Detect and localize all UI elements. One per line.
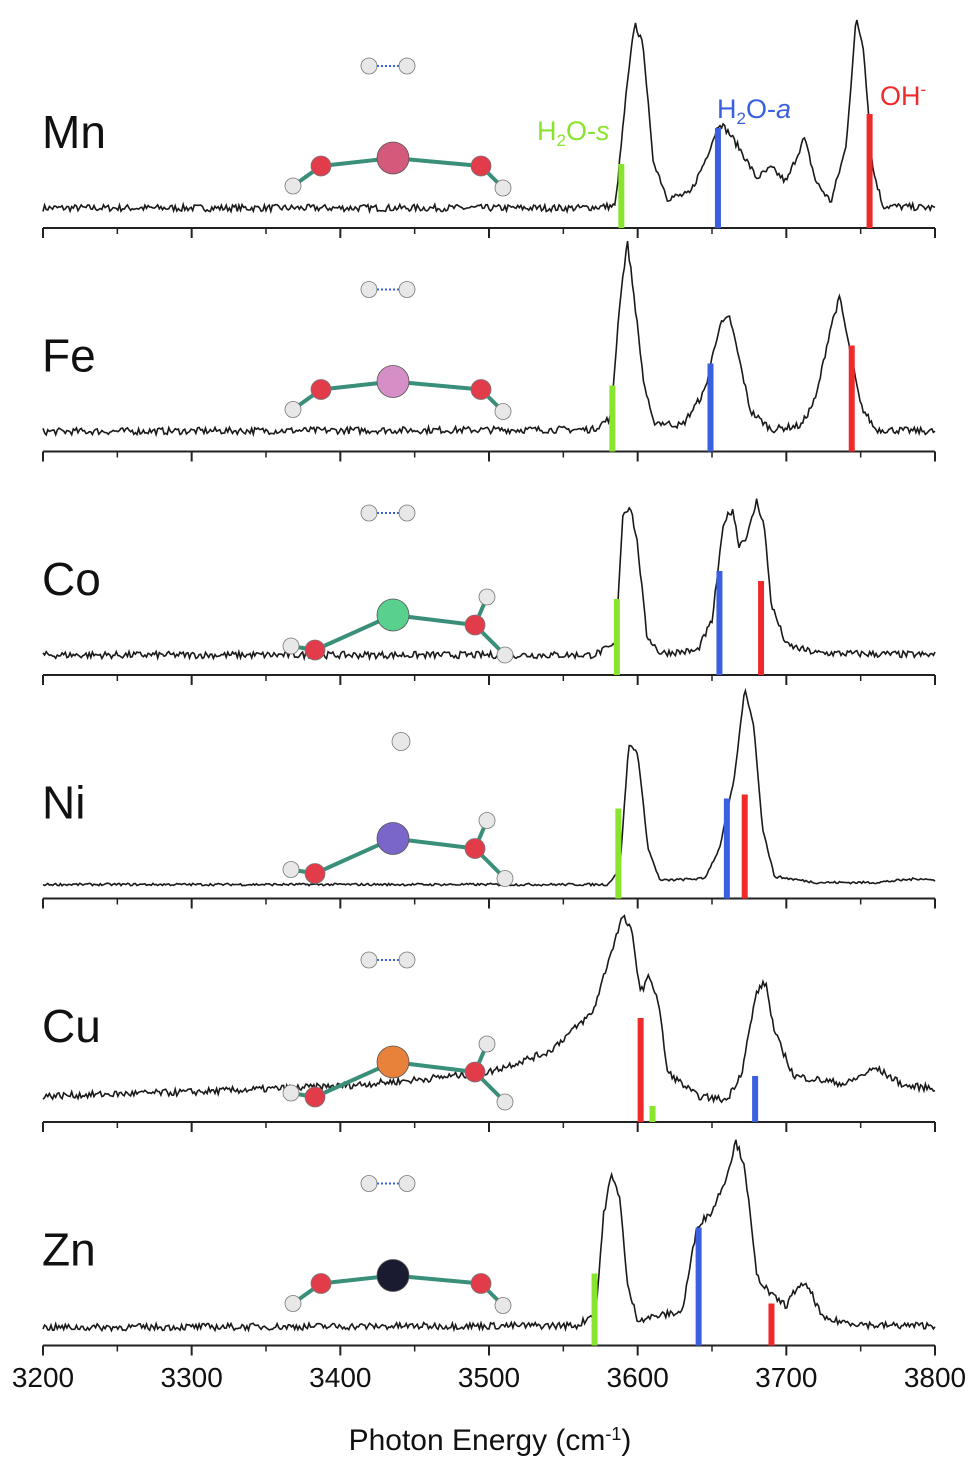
molecule-structure <box>282 732 514 887</box>
oxygen-atom <box>464 838 486 859</box>
hydrogen-atom <box>398 57 416 75</box>
x-axis-title-superscript: -1 <box>605 1424 621 1444</box>
hydrogen-atom <box>496 1093 514 1111</box>
x-axis-title-main: Photon Energy (cm <box>349 1424 606 1457</box>
spectrum-trace <box>42 240 936 438</box>
metal-atom <box>376 822 410 855</box>
x-tick-label: 3300 <box>161 1362 223 1393</box>
molecule-structure <box>284 281 512 420</box>
spectrum-trace <box>42 19 936 215</box>
annotation-h2o-a: H2O-a <box>717 94 791 128</box>
x-tick-label: 3400 <box>309 1362 371 1393</box>
metal-atom <box>376 598 410 632</box>
hydrogen-atom <box>494 1297 512 1314</box>
hydrogen-atom <box>398 951 416 969</box>
panel-label: Mn <box>42 106 106 158</box>
metal-atom <box>376 141 410 175</box>
panel-label: Zn <box>42 1224 96 1276</box>
annotation-oh: OH- <box>880 80 926 111</box>
x-tick-label: 3600 <box>607 1362 669 1393</box>
metal-atom <box>376 1259 410 1292</box>
x-tick-label: 3700 <box>755 1362 817 1393</box>
molecule-structure <box>284 1175 512 1314</box>
panel-ni: Ni <box>42 687 936 909</box>
oxygen-atom <box>304 639 326 661</box>
hydrogen-atom <box>478 1035 496 1053</box>
molecule-structure <box>284 57 512 197</box>
panel-label: Ni <box>42 777 85 829</box>
hydrogen-atom <box>360 57 378 75</box>
metal-atom <box>376 1045 410 1079</box>
panel-cu: Cu <box>42 914 936 1132</box>
panel-label: Fe <box>42 330 96 382</box>
hydrogen-atom <box>398 504 416 522</box>
metal-atom <box>376 365 410 398</box>
hydrogen-atom <box>496 646 514 664</box>
x-axis-title-end: ) <box>621 1424 631 1457</box>
hydrogen-atom <box>282 1084 300 1102</box>
hydrogen-atom <box>360 281 378 298</box>
molecule-structure <box>282 951 514 1111</box>
hydrogen-atom <box>284 1295 302 1312</box>
oxygen-atom <box>310 155 332 177</box>
x-tick-label: 3500 <box>458 1362 520 1393</box>
spectrum-trace <box>42 687 936 887</box>
x-tick-label: 3800 <box>904 1362 966 1393</box>
oxygen-atom <box>470 1273 492 1294</box>
hydrogen-atom <box>494 179 512 197</box>
hydrogen-atom <box>360 951 378 969</box>
hydrogen-atom <box>496 870 514 887</box>
hydrogen-atom <box>494 403 512 420</box>
spectrum-trace <box>42 498 936 662</box>
panel-label: Cu <box>42 1000 101 1052</box>
panel-label: Co <box>42 553 101 605</box>
spectrum-trace <box>42 914 936 1104</box>
oxygen-atom <box>310 1273 332 1294</box>
x-axis-title: Photon Energy (cm-1) <box>349 1424 632 1457</box>
oxygen-atom <box>464 1061 486 1083</box>
hydrogen-atom <box>478 588 496 606</box>
oxygen-atom <box>304 1086 326 1108</box>
oxygen-atom <box>304 863 326 884</box>
hydrogen-atom <box>282 637 300 655</box>
hydrogen-atom <box>398 281 416 298</box>
mode-annotations: H2O-s H2O-a OH- <box>537 80 926 150</box>
hydrogen-atom <box>478 812 496 829</box>
oxygen-atom <box>464 614 486 636</box>
molecule-structure <box>282 504 514 664</box>
panels: Mn Fe Co Ni Cu Zn <box>42 19 936 1356</box>
panel-fe: Fe <box>42 240 936 462</box>
hydrogen-atom <box>360 1175 378 1192</box>
oxygen-atom <box>470 155 492 177</box>
hydrogen-atom <box>398 1175 416 1192</box>
annotation-h2o-s: H2O-s <box>537 116 609 150</box>
spectrum-trace <box>42 1139 936 1333</box>
panel-mn: Mn <box>42 19 936 238</box>
hydrogen-atom <box>284 177 302 195</box>
hydrogen-atom <box>284 401 302 418</box>
panel-zn: Zn <box>42 1139 936 1356</box>
oxygen-atom <box>470 379 492 400</box>
hydrogen-atom <box>391 732 411 751</box>
x-axis-tick-labels: 3200 3300 3400 3500 3600 3700 3800 <box>12 1362 966 1393</box>
oxygen-atom <box>310 379 332 400</box>
hydrogen-atom <box>282 861 300 878</box>
panel-co: Co <box>42 498 936 685</box>
x-tick-label: 3200 <box>12 1362 74 1393</box>
hydrogen-atom <box>360 504 378 522</box>
